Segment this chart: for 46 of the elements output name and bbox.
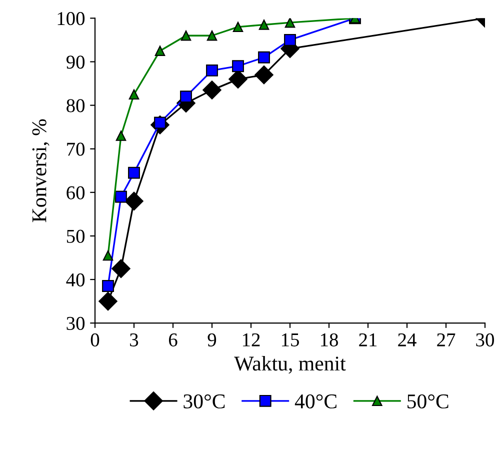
point xyxy=(102,280,114,292)
y-tick-label: 30 xyxy=(66,316,85,330)
y-tick-label: 60 xyxy=(66,186,85,200)
point xyxy=(180,30,192,41)
point xyxy=(180,90,192,103)
point xyxy=(254,65,274,84)
point xyxy=(102,250,114,261)
x-tick-label: 0 xyxy=(90,333,100,346)
legend-label: 50°C xyxy=(408,394,448,408)
y-axis-title: Konversi, % xyxy=(32,119,50,222)
y-tick-label: 40 xyxy=(66,273,85,286)
x-tick-label: 15 xyxy=(282,333,299,346)
point xyxy=(284,18,296,28)
y-tick-label: 90 xyxy=(66,56,85,69)
x-tick-label: 12 xyxy=(242,333,260,346)
point xyxy=(154,46,166,56)
y-tick-label: 50 xyxy=(66,230,85,243)
x-tick-label: 9 xyxy=(208,333,216,346)
y-tick-label: 70 xyxy=(67,142,85,156)
point xyxy=(232,60,244,72)
x-tick-label: 27 xyxy=(437,333,456,346)
y-tick-label: 100 xyxy=(58,12,85,26)
x-tick-label: 6 xyxy=(168,333,178,346)
y-tick-label: 80 xyxy=(66,99,85,112)
point xyxy=(98,292,118,311)
point xyxy=(112,259,130,278)
point xyxy=(116,130,126,141)
point xyxy=(258,51,270,64)
x-tick-label: 30 xyxy=(476,333,494,346)
point xyxy=(115,190,127,203)
x-tick-label: 18 xyxy=(320,333,338,346)
point xyxy=(128,166,140,179)
x-tick-label: 3 xyxy=(130,333,138,346)
point xyxy=(258,20,270,30)
x-tick-label: 21 xyxy=(359,333,377,346)
point xyxy=(232,22,244,32)
point xyxy=(124,192,144,211)
legend-label: 30°C xyxy=(184,394,225,408)
point xyxy=(202,80,222,100)
x-tick-label: 24 xyxy=(398,333,416,346)
point xyxy=(206,64,218,76)
legend-label: 40°C xyxy=(294,394,336,408)
point xyxy=(284,34,296,46)
point xyxy=(206,30,218,41)
x-axis-title: Waktu, menit xyxy=(234,356,346,374)
point xyxy=(128,89,140,100)
